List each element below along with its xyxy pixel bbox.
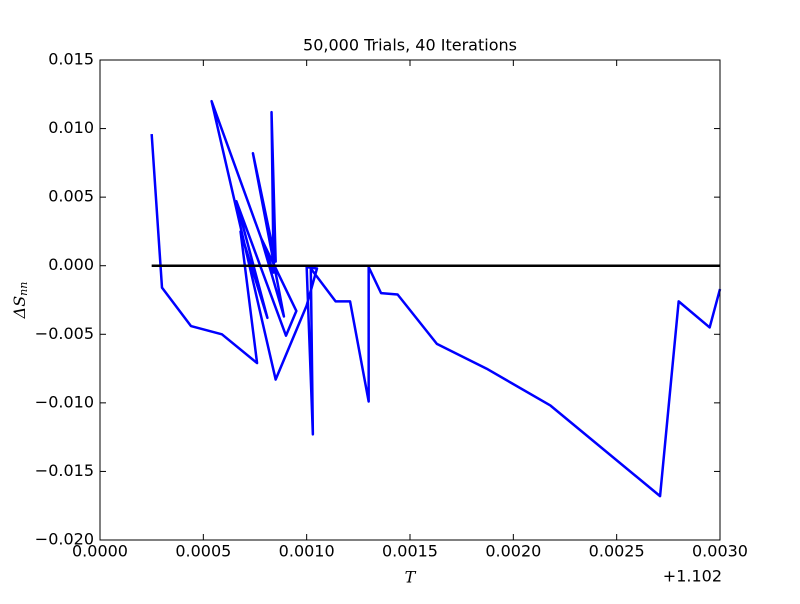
x-tick-label: 0.0010 (279, 542, 335, 561)
x-tick-label: 0.0025 (589, 542, 645, 561)
chart-title: 50,000 Trials, 40 Iterations (303, 36, 517, 55)
x-tick-label: 0.0000 (72, 542, 128, 561)
x-axis-label: T (405, 568, 417, 587)
y-axis-label-main: ΔS (10, 296, 29, 320)
y-axis-label-sub: nn (17, 282, 30, 296)
x-offset: +1.102 (663, 567, 722, 586)
x-tick-label: 0.0030 (692, 542, 748, 561)
x-tick-label: 0.0015 (382, 542, 438, 561)
y-tick-label: 0.010 (48, 118, 94, 137)
y-axis-label: ΔSnn (10, 282, 31, 320)
y-tick-label: −0.010 (35, 392, 94, 411)
x-tick-label: 0.0020 (485, 542, 541, 561)
line (150, 99, 722, 498)
y-tick-label: −0.005 (35, 324, 94, 343)
y-tick-label: 0.000 (48, 255, 94, 274)
y-tick-label: 0.015 (48, 50, 94, 69)
y-tick-label: −0.020 (35, 530, 94, 549)
y-tick-label: 0.005 (48, 187, 94, 206)
y-axis-label-group: ΔSnn (10, 282, 31, 320)
y-tick-label: −0.015 (35, 461, 94, 480)
x-tick-label: 0.0005 (175, 542, 231, 561)
plot-frame (99, 59, 721, 541)
